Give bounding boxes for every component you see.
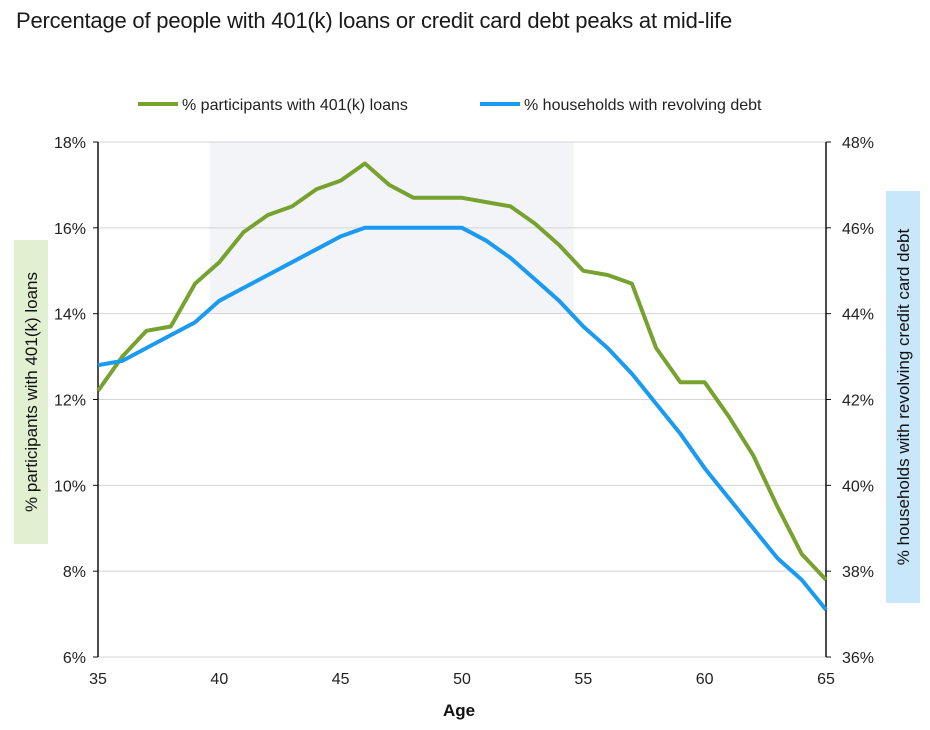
y-tick-label-left: 8% — [63, 564, 86, 581]
y-axis-label-left-bg — [14, 240, 48, 544]
y-tick-label-right: 42% — [842, 393, 874, 410]
y-tick-label-right: 48% — [842, 135, 874, 152]
y-tick-label-left: 16% — [54, 221, 86, 238]
y-tick-label-left: 18% — [54, 135, 86, 152]
x-tick-label: 60 — [696, 671, 714, 688]
x-tick-label: 35 — [89, 671, 107, 688]
y-tick-label-left: 6% — [63, 650, 86, 667]
series-line-401k-loans — [96, 161, 828, 582]
y-tick-label-right: 46% — [842, 221, 874, 238]
y-tick-label-right: 36% — [842, 650, 874, 667]
legend-label: % households with revolving debt — [524, 97, 762, 114]
x-tick-label: 65 — [817, 671, 835, 688]
chart-title: Percentage of people with 401(k) loans o… — [16, 8, 733, 33]
series-line-revolving-debt — [97, 225, 828, 612]
y-tick-label-right: 44% — [842, 307, 874, 324]
y-tick-label-left: 12% — [54, 393, 86, 410]
y-axis-label-right: % households with revolving credit card … — [894, 229, 913, 566]
y-axis-label-left: % participants with 401(k) loans — [22, 272, 41, 512]
x-axis-label: Age — [443, 701, 475, 720]
x-tick-label: 40 — [210, 671, 228, 688]
y-tick-label-left: 14% — [54, 307, 86, 324]
legend-label: % participants with 401(k) loans — [182, 97, 408, 114]
x-tick-label: 45 — [332, 671, 350, 688]
y-axis-label-right-bg — [886, 191, 920, 603]
x-tick-label: 55 — [574, 671, 592, 688]
x-tick-label: 50 — [453, 671, 471, 688]
y-tick-label-right: 38% — [842, 564, 874, 581]
y-tick-label-right: 40% — [842, 478, 874, 495]
y-tick-label-left: 10% — [54, 478, 86, 495]
